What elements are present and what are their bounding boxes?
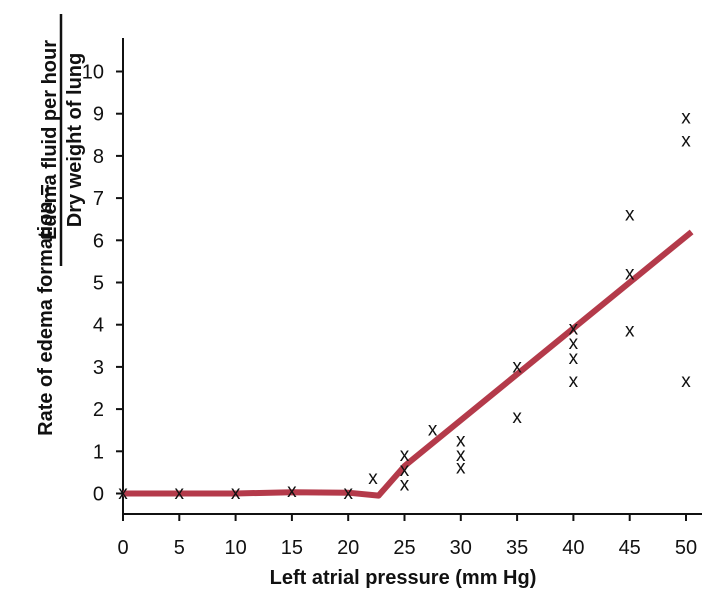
y-axis-title-numerator: Edema fluid per hour: [39, 40, 61, 240]
data-point-marker: x: [400, 475, 410, 496]
x-tick-label: 25: [393, 537, 415, 559]
data-point-marker: x: [625, 264, 635, 285]
data-point-marker: x: [456, 458, 466, 479]
x-tick-label: 45: [619, 537, 641, 559]
y-tick-label: 6: [93, 230, 104, 252]
data-point-marker: x: [118, 483, 128, 504]
data-point-marker: x: [569, 348, 579, 369]
data-point-marker: x: [400, 445, 410, 466]
data-point-marker: x: [681, 107, 691, 128]
y-ticks: 0 1 2 3 4 5 6 7 8 9 10: [82, 62, 123, 506]
data-point-marker: x: [175, 483, 185, 504]
y-tick-label: 9: [93, 104, 104, 126]
data-point-marker: x: [512, 407, 522, 428]
y-axis-title-prefix: Rate of edema formation =: [35, 184, 57, 436]
data-point-marker: x: [569, 371, 579, 392]
x-tick-label: 15: [281, 537, 303, 559]
x-axis-title: Left atrial pressure (mm Hg): [270, 567, 537, 589]
y-axis-fraction: Edema fluid per hour Dry weight of lung: [39, 14, 86, 266]
y-axis-title-denominator: Dry weight of lung: [64, 53, 86, 227]
y-tick-label: 8: [93, 146, 104, 168]
x-tick-label: 10: [224, 537, 246, 559]
y-tick-label: 4: [93, 315, 104, 337]
y-tick-label: 3: [93, 357, 104, 379]
data-point-marker: x: [456, 430, 466, 451]
data-point-marker: x: [681, 131, 691, 152]
data-point-marker: x: [512, 356, 522, 377]
data-point-marker: x: [569, 318, 579, 339]
data-point-marker: x: [681, 371, 691, 392]
data-point-marker: x: [368, 468, 378, 489]
trend-line: [123, 229, 694, 499]
data-point-marker: x: [569, 333, 579, 354]
data-point-marker: x: [428, 420, 438, 441]
x-tick-label: 0: [117, 537, 128, 559]
x-tick-label: 20: [337, 537, 359, 559]
data-point-marker: x: [625, 204, 635, 225]
x-tick-label: 40: [562, 537, 584, 559]
y-tick-label: 0: [93, 484, 104, 506]
x-ticks: 0 5 10 15 20 25 30 35 40 45 50: [117, 514, 697, 559]
data-point-marker: x: [456, 445, 466, 466]
x-tick-label: 35: [506, 537, 528, 559]
y-tick-label: 10: [82, 62, 104, 84]
y-tick-label: 5: [93, 273, 104, 295]
data-point-marker: x: [231, 483, 241, 504]
data-point-marker: x: [625, 321, 635, 342]
x-tick-label: 5: [174, 537, 185, 559]
x-tick-label: 50: [675, 537, 697, 559]
fit-line-layer: [123, 229, 694, 499]
y-axis-title: Rate of edema formation =: [35, 184, 57, 436]
y-tick-label: 2: [93, 399, 104, 421]
y-tick-label: 1: [93, 441, 104, 463]
data-point-marker: x: [343, 483, 353, 504]
y-tick-label: 7: [93, 188, 104, 210]
x-tick-label: 30: [450, 537, 472, 559]
data-point-marker: x: [400, 460, 410, 481]
data-point-marker: x: [287, 481, 297, 502]
